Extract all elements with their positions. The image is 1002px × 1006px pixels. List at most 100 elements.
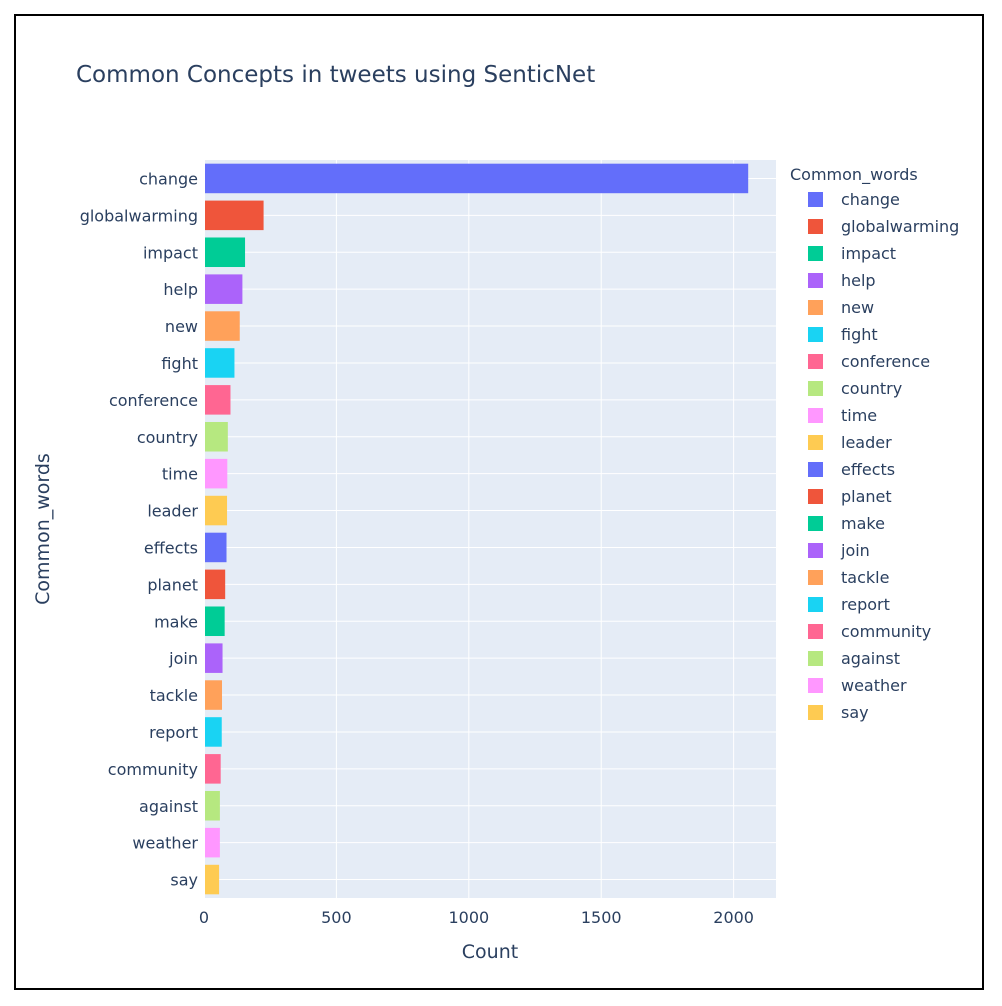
y-tick-label: leader — [147, 502, 198, 521]
legend-item-community[interactable]: community — [790, 618, 959, 645]
y-tick-label: effects — [144, 538, 198, 557]
y-tick-label: fight — [161, 354, 198, 373]
legend-item-tackle[interactable]: tackle — [790, 564, 959, 591]
y-tick-label: join — [168, 649, 198, 668]
legend-label: help — [841, 271, 876, 290]
legend-item-globalwarming[interactable]: globalwarming — [790, 213, 959, 240]
legend-swatch — [808, 678, 823, 693]
legend-item-planet[interactable]: planet — [790, 483, 959, 510]
x-tick-label: 1000 — [448, 908, 489, 927]
y-tick-label: time — [162, 465, 198, 484]
legend-label: time — [841, 406, 878, 425]
legend: Common_words change globalwarming impact he… — [790, 164, 959, 726]
legend-label: weather — [841, 676, 907, 695]
legend-swatch — [808, 516, 823, 531]
legend-label: against — [841, 649, 900, 668]
legend-item-impact[interactable]: impact — [790, 240, 959, 267]
bar-globalwarming — [204, 200, 264, 231]
legend-swatch — [808, 192, 823, 207]
legend-item-help[interactable]: help — [790, 267, 959, 294]
legend-label: impact — [841, 244, 897, 263]
legend-item-country[interactable]: country — [790, 375, 959, 402]
legend-item-fight[interactable]: fight — [790, 321, 959, 348]
chart-title: Common Concepts in tweets using SenticNe… — [76, 62, 596, 88]
legend-swatch — [808, 273, 823, 288]
legend-item-report[interactable]: report — [790, 591, 959, 618]
plot-area — [204, 160, 776, 898]
bar-effects — [204, 532, 227, 563]
y-tick-label: impact — [143, 243, 198, 262]
legend-swatch — [808, 462, 823, 477]
legend-swatch — [808, 651, 823, 666]
legend-item-leader[interactable]: leader — [790, 429, 959, 456]
legend-swatch — [808, 381, 823, 396]
bar-leader — [204, 495, 228, 526]
legend-label: country — [841, 379, 903, 398]
legend-item-join[interactable]: join — [790, 537, 959, 564]
legend-label: globalwarming — [841, 217, 960, 236]
bar-conference — [204, 385, 231, 415]
bar-tackle — [204, 680, 223, 710]
bar-say — [204, 864, 220, 895]
bar-planet — [204, 569, 226, 600]
y-tick-label: planet — [147, 575, 198, 594]
bar-fight — [204, 348, 235, 378]
legend-item-new[interactable]: new — [790, 294, 959, 321]
x-tick-label: 500 — [321, 908, 352, 927]
y-axis-title: Common_words — [32, 453, 54, 605]
legend-label: effects — [841, 460, 896, 479]
legend-swatch — [808, 408, 823, 423]
legend-swatch — [808, 354, 823, 369]
bar-new — [204, 311, 240, 341]
bar-make — [204, 606, 225, 637]
y-tick-label: new — [165, 317, 198, 336]
legend-label: say — [841, 703, 869, 722]
legend-swatch — [808, 597, 823, 612]
legend-label: fight — [841, 325, 878, 344]
legend-swatch — [808, 300, 823, 315]
legend-label: community — [841, 622, 932, 641]
legend-item-change[interactable]: change — [790, 186, 959, 213]
legend-item-say[interactable]: say — [790, 699, 959, 726]
y-tick-label: help — [163, 280, 198, 299]
legend-item-conference[interactable]: conference — [790, 348, 959, 375]
y-tick-label: report — [149, 723, 198, 742]
bar-help — [204, 274, 243, 304]
y-tick-label: say — [170, 871, 198, 890]
y-tick-label: country — [137, 428, 198, 447]
y-tick-label: make — [154, 612, 198, 631]
bar-country — [204, 421, 228, 452]
legend-swatch — [808, 435, 823, 450]
bar-time — [204, 458, 228, 489]
y-tick-label: globalwarming — [80, 206, 198, 225]
legend-item-against[interactable]: against — [790, 645, 959, 672]
y-tick-label: change — [139, 169, 198, 188]
legend-label: new — [841, 298, 875, 317]
legend-item-time[interactable]: time — [790, 402, 959, 429]
legend-label: report — [841, 595, 890, 614]
x-tick-label: 0 — [199, 908, 209, 927]
bar-against — [204, 790, 220, 821]
legend-title: Common_words — [790, 165, 918, 184]
legend-label: join — [841, 541, 870, 560]
x-tick-label: 1500 — [581, 908, 622, 927]
legend-swatch — [808, 543, 823, 558]
y-tick-label: tackle — [150, 686, 198, 705]
legend-label: planet — [841, 487, 892, 506]
y-tick-label: community — [108, 760, 198, 779]
legend-item-effects[interactable]: effects — [790, 456, 959, 483]
bar-report — [204, 717, 222, 747]
legend-item-make[interactable]: make — [790, 510, 959, 537]
legend-item-weather[interactable]: weather — [790, 672, 959, 699]
y-tick-label: against — [139, 797, 198, 816]
bar-impact — [204, 237, 246, 268]
legend-swatch — [808, 327, 823, 342]
legend-label: conference — [841, 352, 931, 371]
bar-community — [204, 754, 221, 784]
legend-swatch — [808, 219, 823, 234]
x-axis-title: Count — [462, 941, 518, 963]
legend-label: make — [841, 514, 885, 533]
y-tick-label: conference — [109, 391, 198, 410]
legend-swatch — [808, 489, 823, 504]
legend-label: change — [841, 190, 900, 209]
